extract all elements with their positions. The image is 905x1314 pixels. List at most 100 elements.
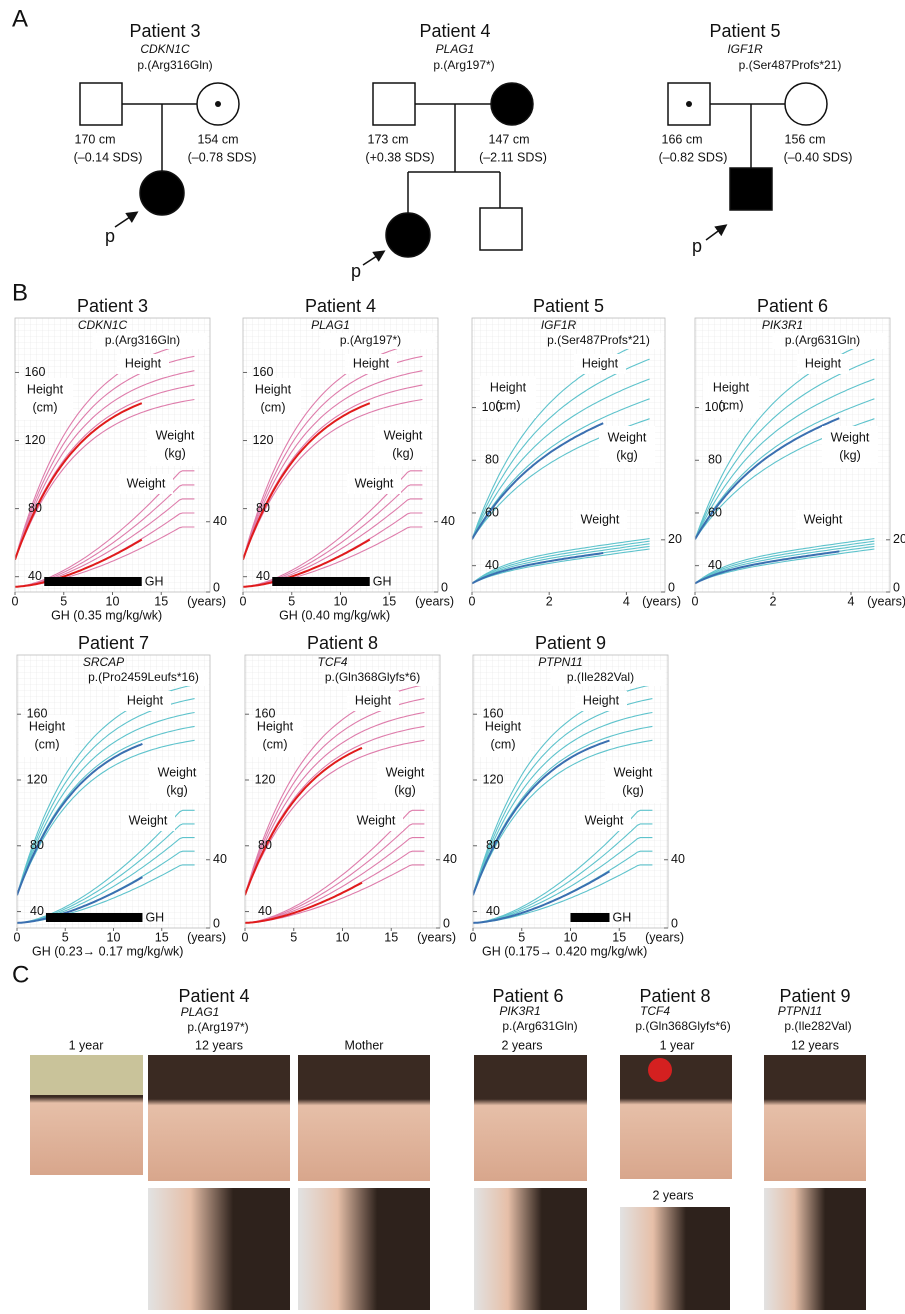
height: 147 cm: [489, 132, 530, 146]
chart-title: Patient 7: [78, 633, 149, 653]
y-tick-label: 80: [258, 838, 272, 852]
pedigree: Patient 5 IGF1R p.(Ser487Profs*21) 166 c…: [659, 21, 853, 256]
photo: [764, 1188, 866, 1310]
height: 156 cm: [785, 132, 826, 146]
chart-title: Patient 6: [757, 296, 828, 316]
y-tick-label: 40: [28, 569, 42, 583]
x-tick-label: 0: [12, 594, 19, 608]
height: 166 cm: [662, 132, 703, 146]
y-tick-label: 100: [705, 400, 726, 414]
axis-title: Weight: [614, 765, 653, 779]
y2-tick-label: 40: [441, 514, 455, 528]
sds: (–0.82 SDS): [659, 150, 728, 164]
photo: [620, 1207, 730, 1310]
variant: p.(Arg316Gln): [105, 333, 180, 347]
curve-label: Weight: [585, 813, 624, 827]
x-tick-label: 15: [612, 930, 626, 944]
axis-title: (cm): [261, 400, 286, 414]
x-tick-label: 15: [384, 930, 398, 944]
axis-title: Height: [29, 719, 66, 733]
y-tick-label: 40: [485, 558, 499, 572]
x-tick-label: 2: [770, 594, 777, 608]
growth-chart: Patient 3CDKN1Cp.(Arg316Gln)HeightHeight…: [12, 296, 227, 623]
y-tick-label: 160: [253, 365, 274, 379]
y-tick-label: 160: [25, 365, 46, 379]
variant: p.(Pro2459Leufs*16): [88, 670, 199, 684]
y-tick-label: 40: [486, 904, 500, 918]
y2-tick-label: 20: [668, 532, 682, 546]
y2-tick-label: 0: [213, 580, 220, 594]
photo-caption: 2 years: [502, 1038, 543, 1052]
x-tick-label: 5: [518, 930, 525, 944]
axis-title: (kg): [392, 446, 414, 460]
y-tick-label: 40: [256, 569, 270, 583]
x-tick-label: 0: [692, 594, 699, 608]
x-tick-label: 10: [334, 594, 348, 608]
group-title: Patient 9: [779, 986, 850, 1006]
gene: PLAG1: [181, 1005, 220, 1019]
x-tick-label: 10: [564, 930, 578, 944]
photo-caption: 12 years: [791, 1038, 839, 1052]
pedigree: Patient 3 CDKN1C p.(Arg316Gln) 170 cm (–…: [74, 21, 257, 246]
axis-title: Height: [485, 719, 522, 733]
figure: A Patient 3 CDKN1C p.(Arg316Gln) 170 cm …: [0, 0, 905, 1314]
photo: [474, 1055, 587, 1181]
gene: CDKN1C: [78, 318, 128, 332]
curve-label: Weight: [129, 813, 168, 827]
gh-label: GH: [373, 574, 392, 588]
curve-label: Height: [355, 693, 392, 707]
y-tick-label: 80: [30, 838, 44, 852]
axis-title: (kg): [616, 448, 638, 462]
x-unit: (years): [642, 594, 681, 608]
x-unit: (years): [417, 930, 456, 944]
gene: SRCAP: [83, 655, 124, 669]
y-tick-label: 120: [253, 433, 274, 447]
variant: p.(Arg197*): [340, 333, 401, 347]
photo: [474, 1188, 587, 1310]
affected-male: [730, 168, 772, 210]
x-tick-label: 15: [155, 930, 169, 944]
growth-chart: Patient 4PLAG1p.(Arg197*)HeightHeight(cm…: [240, 296, 455, 623]
y-tick-label: 120: [27, 772, 48, 786]
curve-label: Weight: [581, 512, 620, 526]
gene: PIK3R1: [499, 1004, 540, 1018]
y-tick-label: 160: [483, 707, 504, 721]
variant: p.(Ser487Profs*21): [547, 333, 650, 347]
variant: p.(Arg197*): [187, 1020, 248, 1034]
variant: p.(Ile282Val): [567, 670, 634, 684]
axis-title: Height: [27, 382, 64, 396]
female-symbol: [785, 83, 827, 125]
axis-title: Height: [713, 380, 750, 394]
y2-tick-label: 40: [213, 514, 227, 528]
x-unit: (years): [645, 930, 684, 944]
y2-tick-label: 40: [443, 852, 457, 866]
variant: p.(Gln368Glyfs*6): [635, 1019, 730, 1033]
y-tick-label: 40: [258, 904, 272, 918]
sds: (+0.38 SDS): [365, 150, 434, 164]
axis-title: (kg): [622, 783, 644, 797]
pedigree-title: Patient 4: [419, 21, 490, 41]
y2-tick-label: 0: [441, 580, 448, 594]
x-tick-label: 5: [62, 930, 69, 944]
curve-label: Weight: [127, 476, 166, 490]
y-tick-label: 80: [485, 453, 499, 467]
variant: p.(Ser487Profs*21): [739, 58, 842, 72]
proband-mark: p: [105, 226, 115, 246]
photo-caption: 1 year: [69, 1038, 104, 1052]
chart-title: Patient 8: [307, 633, 378, 653]
photo-caption: 2 years: [653, 1188, 694, 1202]
height: 173 cm: [368, 132, 409, 146]
gh-bar: [46, 913, 143, 922]
gh-bar: [272, 577, 370, 586]
chart-title: Patient 3: [77, 296, 148, 316]
photo-hat: [30, 1055, 143, 1095]
affected-female: [386, 213, 430, 257]
x-tick-label: 5: [288, 594, 295, 608]
curve-label: Height: [127, 693, 164, 707]
axis-title: (cm): [35, 737, 60, 751]
axis-title: Height: [257, 719, 294, 733]
gene: TCF4: [640, 1004, 670, 1018]
panel-label: C: [12, 961, 29, 988]
x-tick-label: 0: [470, 930, 477, 944]
axis-title: (kg): [394, 783, 416, 797]
